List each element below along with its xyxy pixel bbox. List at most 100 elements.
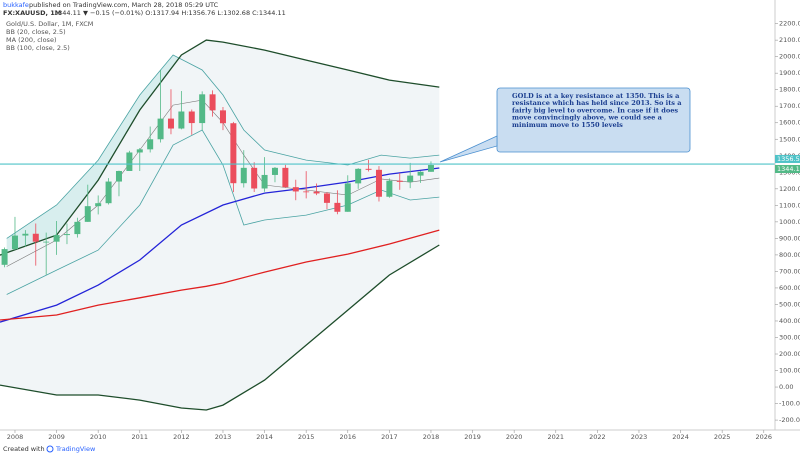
author: bukkafe: [3, 1, 29, 9]
y-tick-label: 1100.00: [779, 201, 800, 209]
annotation-line: GOLD is at a key resistance at 1350. Thi…: [512, 92, 680, 100]
x-tick-label: 2009: [48, 433, 65, 441]
brand-icon: [46, 445, 54, 453]
candle-body: [178, 111, 185, 129]
y-tick-label: 0.00: [779, 383, 793, 391]
candle-body: [292, 187, 299, 192]
candle-body: [74, 221, 81, 235]
quote: 1344.11 ▼ −0.15 (−0.01%) O:1317.94 H:135…: [54, 9, 286, 17]
y-tick-label: 1600.00: [779, 119, 800, 127]
y-tick-label: 100.00: [779, 367, 800, 375]
published: published on TradingView.com, March 28, …: [29, 1, 219, 9]
candle-body: [53, 235, 60, 242]
indicator-line: [0, 244, 440, 411]
candle-body: [427, 165, 434, 172]
candle-body: [199, 94, 206, 124]
candle-body: [188, 111, 195, 124]
y-tick-label: -200.00: [779, 416, 800, 424]
y-tick-label: 1500.00: [779, 135, 800, 143]
candle-body: [323, 193, 330, 203]
x-tick-label: 2025: [714, 433, 731, 441]
candle-body: [313, 191, 320, 194]
candle-body: [95, 203, 102, 207]
x-tick-label: 2016: [339, 433, 356, 441]
candle-body: [209, 94, 216, 111]
y-tick-label: 2100.00: [779, 36, 800, 44]
y-tick-label: 1200.00: [779, 185, 800, 193]
indicator-line: [6, 129, 440, 295]
legend-entry: MA (200, close): [6, 36, 56, 44]
overlay: -200.00 -100.00 0.00 100.00 200.00 300.00 400.…: [6, 20, 800, 441]
indicator-line: [6, 54, 440, 239]
y-tick-label: 1000.00: [779, 218, 800, 226]
candle-body: [167, 118, 174, 129]
y-tick-label: -100.00: [779, 400, 800, 408]
candle-body: [365, 168, 372, 170]
candle-body: [261, 174, 268, 189]
candle-body: [271, 167, 278, 175]
candle-body: [386, 180, 393, 197]
candle-body: [407, 175, 414, 182]
plot-area: [0, 39, 775, 411]
x-tick-label: 2012: [173, 433, 190, 441]
x-tick-label: 2019: [464, 433, 481, 441]
candle-body: [32, 233, 39, 242]
x-tick-label: 2026: [755, 433, 772, 441]
y-tick-label: 500.00: [779, 300, 800, 308]
y-tick-label: 900.00: [779, 234, 800, 242]
candle-body: [303, 191, 310, 193]
instrument: Gold/U.S. Dollar, 1M, FXCM: [6, 20, 93, 28]
x-tick-label: 2011: [132, 433, 149, 441]
candle-body: [136, 149, 143, 153]
candle-body: [355, 168, 362, 184]
x-tick-label: 2024: [672, 433, 689, 441]
x-tick-label: 2018: [423, 433, 440, 441]
candle-body: [84, 206, 91, 222]
x-tick-label: 2010: [90, 433, 107, 441]
y-tick-label: 1900.00: [779, 69, 800, 77]
candle-body: [375, 169, 382, 197]
annotation-line: minimum move to 1550 levels: [512, 121, 623, 129]
y-tick-label: 800.00: [779, 251, 800, 259]
annotation-box: [496, 87, 691, 153]
candle-body: [63, 234, 70, 236]
price-tag: [775, 165, 800, 174]
x-tick-label: 2022: [589, 433, 606, 441]
price-tag: [775, 154, 800, 163]
price-tag-label: 1356.53: [777, 155, 800, 163]
legend-entry: BB (20, close, 2.5): [6, 28, 66, 36]
indicator-line: [0, 229, 440, 321]
annotation-line: fairly big level to overcome. In case if…: [512, 106, 678, 114]
candle-body: [240, 167, 247, 184]
brand: TradingView: [55, 445, 96, 453]
x-tick-label: 2017: [381, 433, 398, 441]
candle-body: [147, 139, 154, 150]
x-tick-label: 2013: [215, 433, 232, 441]
y-tick-label: 1700.00: [779, 102, 800, 110]
y-tick-label: 700.00: [779, 267, 800, 275]
y-tick-label: 2000.00: [779, 53, 800, 61]
x-tick-label: 2023: [631, 433, 648, 441]
candle-body: [251, 167, 258, 189]
symbol: FX:XAUUSD, 1M: [3, 9, 61, 17]
annotation-pointer: [439, 135, 498, 163]
candle-body: [417, 171, 424, 176]
candle-body: [219, 110, 226, 124]
annotation-line: resistance which has held since 2013. So…: [512, 99, 682, 107]
legend-entry: BB (100, close, 2.5): [6, 44, 70, 52]
y-tick-label: 200.00: [779, 350, 800, 358]
candle-body: [334, 202, 341, 212]
candle-body: [105, 181, 112, 204]
indicator-line: [0, 39, 440, 256]
candle-body: [126, 152, 133, 171]
y-tick-label: 1800.00: [779, 86, 800, 94]
candle-body: [1, 249, 8, 265]
y-tick-label: 2200.00: [779, 20, 800, 28]
candle-body: [157, 118, 164, 140]
candle-body: [344, 183, 351, 212]
x-tick-label: 2021: [547, 433, 564, 441]
y-tick-label: 600.00: [779, 284, 800, 292]
band-fill: [0, 40, 440, 411]
y-tick-label: 300.00: [779, 333, 800, 341]
